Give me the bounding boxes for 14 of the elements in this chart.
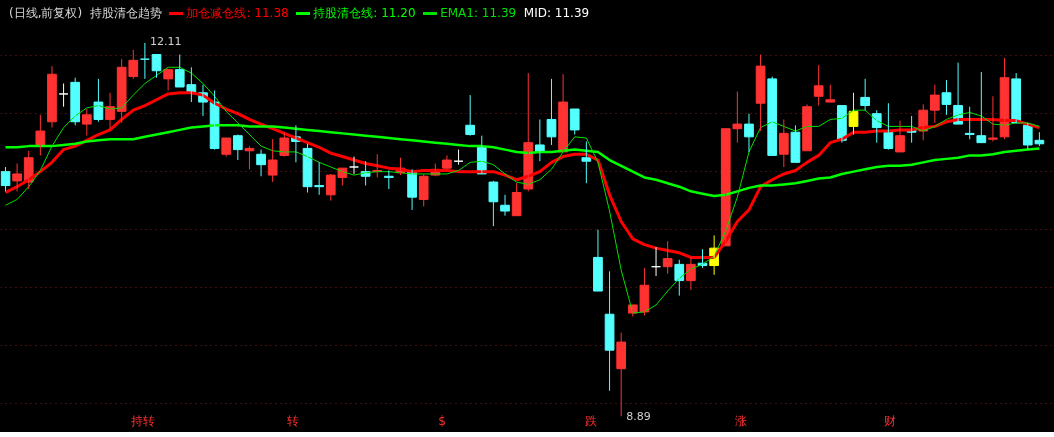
legend-label: 持股清仓线: 11.20 (313, 6, 416, 20)
legend-label: EMA1: 11.39 (440, 6, 517, 20)
annotation: 财 (884, 413, 897, 428)
legend-label: 加仓减仓线: 11.38 (186, 6, 289, 20)
annotation: 转 (286, 413, 299, 428)
annotation: 跌 (585, 413, 598, 428)
chart-subtitle: 持股清仓趋势 (89, 6, 162, 20)
annotation: 12.11 (149, 34, 182, 48)
annotation: 8.89 (626, 410, 651, 424)
text: MID: 11.39 (523, 6, 590, 20)
chart-title: (日线,前复权) (9, 6, 83, 20)
annotation: 涨 (734, 413, 747, 428)
annotation: 持转 (131, 413, 156, 428)
annotation: $ (438, 413, 446, 428)
